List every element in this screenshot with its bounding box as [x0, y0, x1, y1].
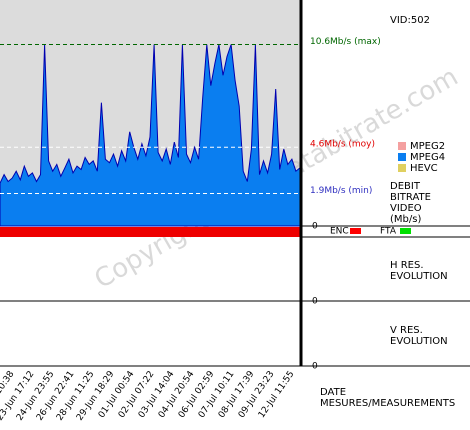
- indicator-swatch: [400, 228, 411, 234]
- panel-tick: 0: [312, 297, 318, 307]
- panel-label-line: EVOLUTION: [390, 336, 448, 347]
- indicator-label: FTA: [380, 227, 397, 237]
- reference-label: 10.6Mb/s (max): [310, 37, 381, 47]
- panel-label: H RES. EVOLUTION: [390, 260, 448, 282]
- panel-label-line: H RES.: [390, 260, 424, 271]
- legend-label: MPEG4: [410, 152, 445, 163]
- panel-tick: 0: [312, 362, 318, 372]
- panel-label-line: EVOLUTION: [390, 271, 448, 282]
- reference-label: 1.9Mb/s (min): [310, 186, 372, 196]
- y-axis-label-line: BITRATE: [390, 192, 431, 203]
- panel-label: V RES. EVOLUTION: [390, 325, 448, 347]
- y-axis-label: DEBIT BITRATE VIDEO (Mb/s): [390, 181, 431, 225]
- legend-label: MPEG2: [410, 141, 445, 152]
- y-axis-label-line: DEBIT: [390, 181, 421, 192]
- legend-swatch: [398, 153, 406, 161]
- x-axis-label-line: MESURES/MEASUREMENTS: [320, 398, 455, 409]
- x-axis-label-line: DATE: [320, 387, 346, 398]
- y-axis-label-line: VIDEO: [390, 203, 422, 214]
- indicator-swatch: [350, 228, 361, 234]
- legend-label: HEVC: [410, 163, 438, 174]
- area: [0, 44, 301, 227]
- enc-bar: [0, 227, 300, 237]
- id-label: VID:502: [390, 15, 430, 26]
- y-axis-label-line: (Mb/s): [390, 214, 421, 225]
- indicator-label: ENC: [330, 227, 349, 237]
- legend-swatch: [398, 164, 406, 172]
- legend-swatch: [398, 142, 406, 150]
- reference-label: 4.6Mb/s (moy): [310, 140, 375, 150]
- x-axis-label: DATE MESURES/MEASUREMENTS: [320, 387, 455, 409]
- panel-label-line: V RES.: [390, 325, 423, 336]
